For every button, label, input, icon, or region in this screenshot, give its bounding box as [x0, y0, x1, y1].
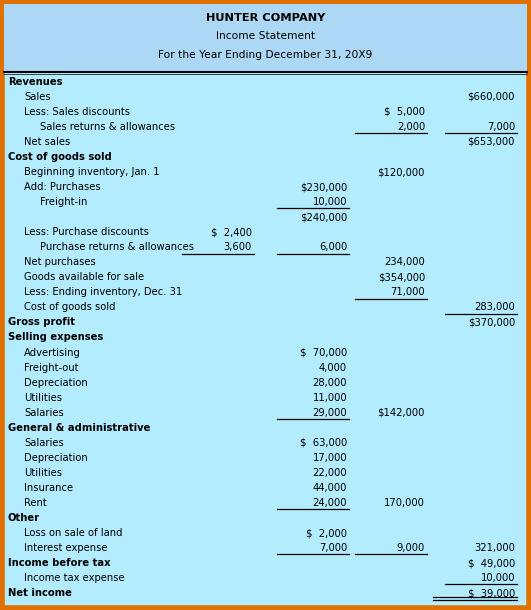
Text: 22,000: 22,000	[312, 468, 347, 478]
Text: $  39,000: $ 39,000	[468, 588, 515, 598]
Text: Salaries: Salaries	[24, 438, 64, 448]
Text: $120,000: $120,000	[378, 167, 425, 177]
Text: Gross profit: Gross profit	[8, 317, 75, 328]
Text: 29,000: 29,000	[312, 407, 347, 418]
Text: Income before tax: Income before tax	[8, 558, 110, 568]
Text: For the Year Ending December 31, 20X9: For the Year Ending December 31, 20X9	[158, 50, 373, 60]
Text: $  49,000: $ 49,000	[468, 558, 515, 568]
Text: 10,000: 10,000	[481, 573, 515, 583]
Text: Depreciation: Depreciation	[24, 378, 88, 387]
Text: Net income: Net income	[8, 588, 72, 598]
Text: 234,000: 234,000	[384, 257, 425, 267]
Text: Sales: Sales	[24, 92, 50, 102]
Text: 2,000: 2,000	[397, 122, 425, 132]
Text: 10,000: 10,000	[313, 197, 347, 207]
Text: Revenues: Revenues	[8, 77, 63, 87]
Text: Advertising: Advertising	[24, 348, 81, 357]
Text: Selling expenses: Selling expenses	[8, 332, 103, 342]
Text: $354,000: $354,000	[378, 272, 425, 282]
Text: $  70,000: $ 70,000	[300, 348, 347, 357]
Text: Freight-in: Freight-in	[40, 197, 88, 207]
Text: Add: Purchases: Add: Purchases	[24, 182, 101, 192]
Text: 7,000: 7,000	[319, 543, 347, 553]
Text: 4,000: 4,000	[319, 362, 347, 373]
Text: Net sales: Net sales	[24, 137, 70, 147]
Text: $  2,000: $ 2,000	[306, 528, 347, 538]
Text: 170,000: 170,000	[384, 498, 425, 508]
Text: Insurance: Insurance	[24, 483, 73, 493]
Text: $660,000: $660,000	[468, 92, 515, 102]
Text: Salaries: Salaries	[24, 407, 64, 418]
Text: Income Statement: Income Statement	[216, 31, 315, 41]
Text: 11,000: 11,000	[312, 393, 347, 403]
Text: Interest expense: Interest expense	[24, 543, 107, 553]
Text: 28,000: 28,000	[313, 378, 347, 387]
Text: Freight-out: Freight-out	[24, 362, 79, 373]
Text: Utilities: Utilities	[24, 393, 62, 403]
Text: 6,000: 6,000	[319, 242, 347, 253]
Text: Less: Ending inventory, Dec. 31: Less: Ending inventory, Dec. 31	[24, 287, 182, 297]
Text: $230,000: $230,000	[300, 182, 347, 192]
Text: 7,000: 7,000	[487, 122, 515, 132]
Text: Depreciation: Depreciation	[24, 453, 88, 463]
Bar	[4, 4, 527, 72]
Text: Utilities: Utilities	[24, 468, 62, 478]
Text: Cost of goods sold: Cost of goods sold	[8, 152, 112, 162]
Text: $142,000: $142,000	[378, 407, 425, 418]
Text: General & administrative: General & administrative	[8, 423, 150, 432]
Text: 9,000: 9,000	[397, 543, 425, 553]
Text: Sales returns & allowances: Sales returns & allowances	[40, 122, 175, 132]
Text: Less: Purchase discounts: Less: Purchase discounts	[24, 227, 149, 237]
Text: 44,000: 44,000	[313, 483, 347, 493]
Text: Rent: Rent	[24, 498, 47, 508]
Text: 24,000: 24,000	[313, 498, 347, 508]
Text: HUNTER COMPANY: HUNTER COMPANY	[206, 13, 325, 23]
Text: $240,000: $240,000	[300, 212, 347, 222]
Text: Goods available for sale: Goods available for sale	[24, 272, 144, 282]
Text: Loss on sale of land: Loss on sale of land	[24, 528, 123, 538]
Text: $370,000: $370,000	[468, 317, 515, 328]
Text: Less: Sales discounts: Less: Sales discounts	[24, 107, 130, 117]
Text: Net purchases: Net purchases	[24, 257, 96, 267]
Text: $  63,000: $ 63,000	[300, 438, 347, 448]
Text: Purchase returns & allowances: Purchase returns & allowances	[40, 242, 194, 253]
Text: $  2,400: $ 2,400	[211, 227, 252, 237]
Text: 3,600: 3,600	[224, 242, 252, 253]
Text: Beginning inventory, Jan. 1: Beginning inventory, Jan. 1	[24, 167, 160, 177]
Text: Other: Other	[8, 513, 40, 523]
Text: 71,000: 71,000	[390, 287, 425, 297]
Text: Income tax expense: Income tax expense	[24, 573, 125, 583]
Text: 283,000: 283,000	[474, 303, 515, 312]
Text: 321,000: 321,000	[474, 543, 515, 553]
Text: 17,000: 17,000	[312, 453, 347, 463]
Text: $653,000: $653,000	[468, 137, 515, 147]
Text: Cost of goods sold: Cost of goods sold	[24, 303, 116, 312]
Text: $  5,000: $ 5,000	[384, 107, 425, 117]
